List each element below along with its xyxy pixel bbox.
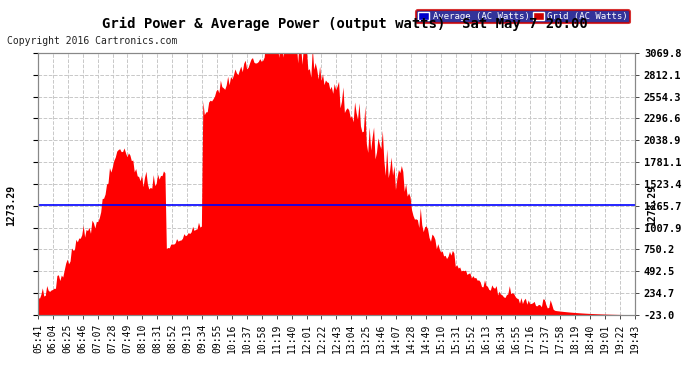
Legend: Average (AC Watts), Grid (AC Watts): Average (AC Watts), Grid (AC Watts) bbox=[416, 10, 630, 23]
Text: Copyright 2016 Cartronics.com: Copyright 2016 Cartronics.com bbox=[7, 36, 177, 46]
Text: 1273.29: 1273.29 bbox=[647, 184, 657, 226]
Text: Grid Power & Average Power (output watts)  Sat May 7 20:00: Grid Power & Average Power (output watts… bbox=[102, 17, 588, 31]
Text: 1273.29: 1273.29 bbox=[6, 184, 16, 226]
